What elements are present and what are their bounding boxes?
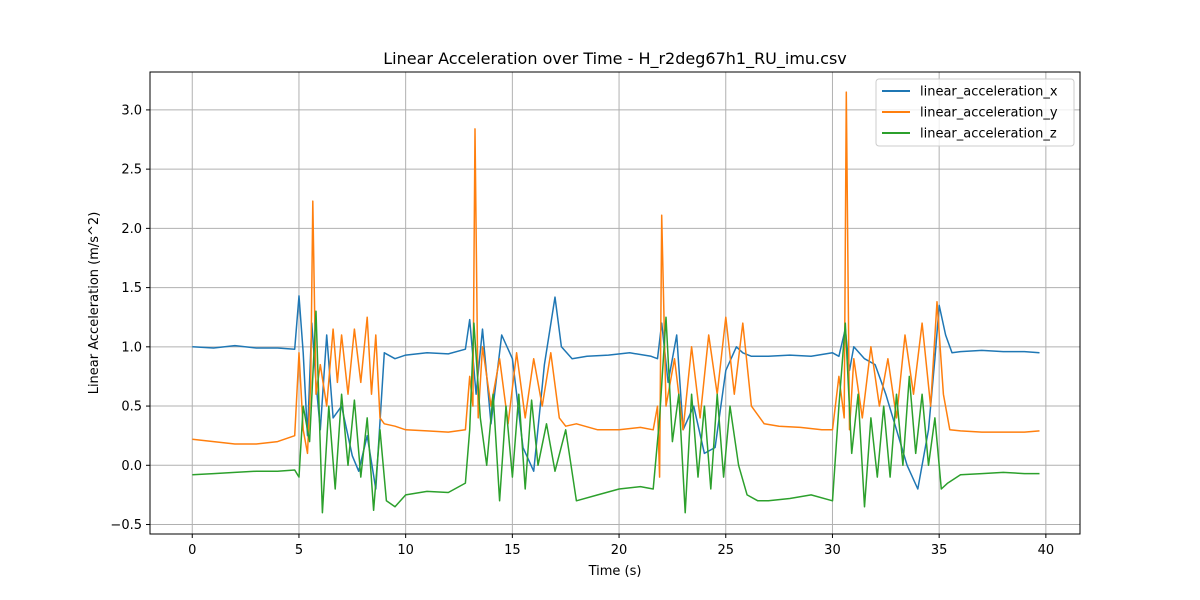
y-tick-label: 1.5 bbox=[121, 281, 142, 296]
legend-box bbox=[875, 78, 1075, 147]
y-tick-label: 0.0 bbox=[121, 459, 142, 474]
x-tick-label: 20 bbox=[611, 543, 628, 558]
x-tick-label: 35 bbox=[931, 543, 948, 558]
grid-lines bbox=[150, 72, 1080, 534]
x-tick-label: 10 bbox=[397, 543, 414, 558]
series-line-linear-acceleration-y bbox=[192, 91, 1040, 478]
y-tick-label: 0.5 bbox=[121, 400, 142, 415]
x-tick-label: 15 bbox=[504, 543, 521, 558]
y-axis-label: Linear Acceleration (m/s^2) bbox=[87, 212, 102, 395]
x-tick-label: 30 bbox=[824, 543, 841, 558]
legend: linear_acceleration_x linear_acceleration… bbox=[875, 78, 1075, 147]
legend-label: linear_acceleration_y bbox=[920, 106, 1058, 121]
chart-title: Linear Acceleration over Time - H_r2deg6… bbox=[383, 49, 847, 69]
x-tick-label: 0 bbox=[188, 543, 196, 558]
legend-label: linear_acceleration_x bbox=[920, 85, 1058, 100]
x-axis-label: Time (s) bbox=[588, 564, 642, 579]
legend-label: linear_acceleration_z bbox=[920, 127, 1057, 142]
y-tick-label: −0.5 bbox=[110, 518, 142, 533]
series-line-linear-acceleration-x bbox=[192, 295, 1040, 490]
y-tick-label: 2.0 bbox=[121, 222, 142, 237]
x-tick-label: 25 bbox=[717, 543, 734, 558]
axis-ticks: 0 5 10 15 20 25 30 35 40 −0.5 0.0 0.5 1.0 1.5 2.0 2.5 3.… bbox=[110, 103, 1054, 558]
series-lines bbox=[192, 91, 1040, 514]
plot-frame bbox=[149, 71, 1081, 535]
y-tick-label: 3.0 bbox=[121, 103, 142, 118]
x-tick-label: 40 bbox=[1038, 543, 1055, 558]
series-line-linear-acceleration-z bbox=[192, 310, 1040, 514]
y-tick-label: 1.0 bbox=[121, 340, 142, 355]
x-tick-label: 5 bbox=[295, 543, 303, 558]
y-tick-label: 2.5 bbox=[121, 163, 142, 178]
